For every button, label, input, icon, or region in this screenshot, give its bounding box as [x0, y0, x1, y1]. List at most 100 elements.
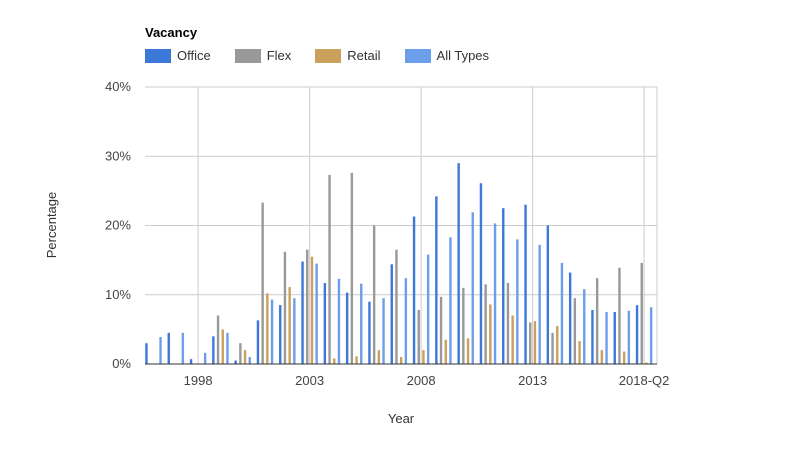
bar-flex: [573, 298, 577, 364]
bar-flex: [417, 309, 420, 364]
bar-retail: [355, 356, 358, 364]
legend-swatch-all-types: [404, 48, 431, 63]
bar-all-types: [404, 278, 408, 364]
bar-all-types: [627, 310, 631, 364]
bar-flex: [261, 202, 264, 364]
legend-swatch-flex: [234, 48, 261, 63]
bar-flex: [462, 287, 465, 364]
bar-flex: [372, 225, 376, 364]
legend-item-flex[interactable]: Flex: [234, 48, 292, 63]
legend-swatch-retail: [315, 48, 342, 63]
bar-retail: [466, 338, 470, 364]
bar-retail: [533, 321, 537, 364]
legend-swatch-office: [145, 48, 171, 63]
bar-office: [212, 336, 215, 364]
bar-office: [234, 360, 237, 364]
bar-all-types: [248, 357, 251, 364]
bar-office: [412, 216, 416, 364]
bar-retail: [622, 351, 626, 364]
bar-flex: [306, 249, 309, 364]
bar-office: [390, 264, 393, 364]
bar-office: [568, 272, 572, 364]
bar-all-types: [159, 336, 162, 364]
bar-flex: [439, 296, 443, 364]
bar-all-types: [649, 307, 653, 364]
bar-retail: [399, 357, 403, 364]
bar-office: [167, 332, 170, 364]
bar-retail: [489, 304, 492, 364]
bar-all-types: [449, 237, 452, 364]
bar-office: [479, 183, 483, 364]
legend-item-retail[interactable]: Retail: [315, 48, 381, 63]
bar-all-types: [315, 263, 318, 364]
bar-flex: [618, 267, 621, 364]
bar-flex: [640, 262, 643, 364]
y-tick-label: 30%: [105, 148, 131, 163]
bar-retail: [556, 325, 559, 364]
y-tick-label: 0%: [112, 356, 131, 371]
bar-all-types: [493, 223, 497, 364]
axes: 0% 10% 20% 30% 40% 1998 2003 2008 2013 2018-Q2: [105, 79, 669, 388]
bar-flex: [595, 278, 599, 364]
legend-label-all-types: All Types: [436, 48, 490, 63]
bar-office: [524, 204, 527, 364]
legend-label-office: Office: [177, 48, 211, 63]
bar-flex: [484, 284, 487, 364]
legend: Office Flex Retail All Types: [145, 48, 513, 63]
bar-flex: [283, 251, 287, 364]
bar-office: [457, 163, 460, 364]
bar-flex: [350, 172, 354, 364]
bar-all-types: [382, 298, 385, 364]
y-tick-label: 40%: [105, 79, 131, 94]
bar-all-types: [181, 332, 185, 364]
legend-item-office[interactable]: Office: [145, 48, 211, 63]
bar-office: [256, 320, 260, 364]
legend-item-all-types[interactable]: All Types: [404, 48, 490, 63]
y-axis-title: Percentage: [44, 192, 59, 259]
grid-lines: [145, 86, 658, 364]
y-tick-label: 10%: [105, 287, 131, 302]
bar-all-types: [516, 239, 519, 364]
bar-all-types: [203, 352, 207, 364]
bar-flex: [395, 249, 398, 364]
bar-retail: [578, 341, 581, 364]
bar-series-group: [145, 163, 653, 364]
x-tick-label: 1998: [184, 373, 213, 388]
bar-office: [145, 343, 148, 364]
x-tick-label: 2018-Q2: [619, 373, 670, 388]
bar-retail: [645, 362, 648, 364]
bar-office: [301, 261, 304, 364]
bar-retail: [288, 287, 291, 364]
bar-retail: [422, 350, 425, 364]
legend-label-flex: Flex: [266, 48, 292, 63]
x-tick-label: 2008: [407, 373, 436, 388]
bar-flex: [239, 343, 242, 364]
bar-retail: [266, 293, 269, 364]
bar-office: [591, 309, 594, 364]
bar-office: [189, 359, 193, 364]
bar-retail: [243, 350, 247, 364]
bar-retail: [511, 315, 514, 364]
bar-all-types: [583, 289, 586, 364]
bar-office: [546, 225, 550, 364]
bar-all-types: [226, 332, 229, 364]
bar-retail: [444, 339, 447, 364]
bar-office: [502, 208, 505, 364]
bar-all-types: [270, 299, 274, 364]
bar-all-types: [293, 298, 296, 364]
bar-office: [323, 282, 327, 364]
bar-all-types: [337, 278, 341, 364]
legend-title: Vacancy: [145, 25, 198, 40]
x-tick-label: 2013: [518, 373, 547, 388]
bar-flex: [328, 174, 331, 364]
bar-retail: [377, 350, 381, 364]
bar-office: [613, 312, 616, 364]
bar-office: [435, 196, 438, 364]
bar-office: [368, 301, 371, 364]
bar-office: [635, 305, 639, 364]
bar-flex: [216, 315, 220, 364]
bar-all-types: [605, 312, 608, 364]
bar-flex: [529, 322, 532, 364]
x-axis-title: Year: [388, 411, 415, 426]
